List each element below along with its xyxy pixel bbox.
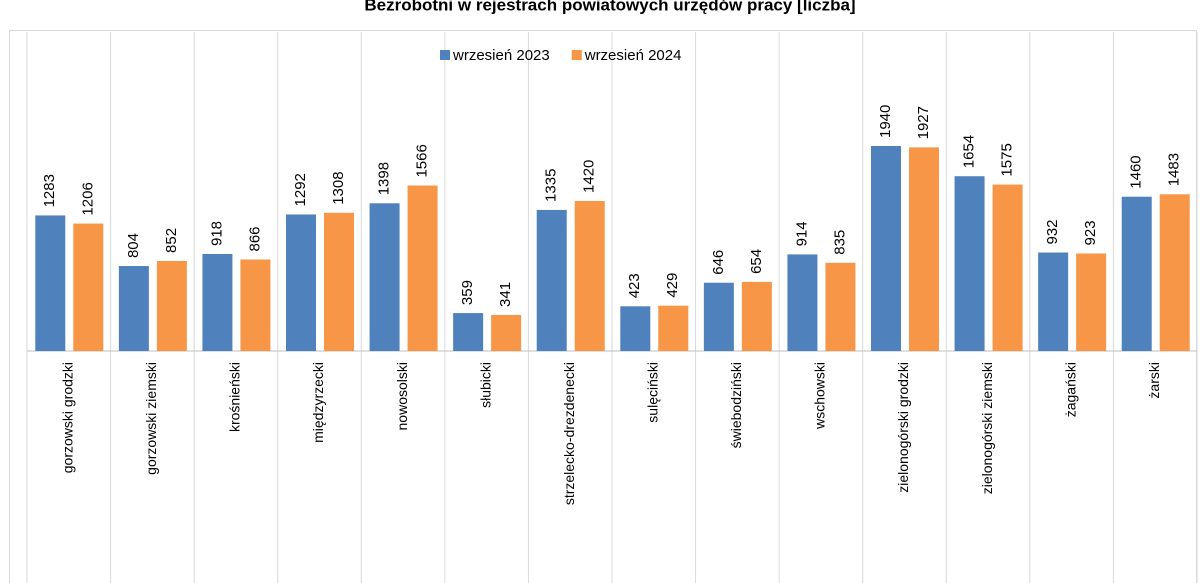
bar [324, 212, 354, 351]
x-tick-label: zielonogórski ziemski [979, 362, 995, 494]
data-label: 932 [1044, 219, 1061, 244]
data-label: 1460 [1128, 155, 1145, 188]
bar [1159, 194, 1190, 351]
bar [118, 266, 149, 351]
x-tick-label: żarski [1146, 362, 1162, 399]
x-tick-label: międzyrzecki [310, 362, 326, 443]
bar [909, 147, 939, 351]
x-tick-label: gorzowski grodzki [59, 362, 75, 473]
data-label: 1420 [581, 160, 598, 193]
x-tick-label: gorzowski ziemski [143, 362, 159, 475]
bar [35, 215, 66, 351]
data-label: 1292 [292, 173, 309, 206]
bar [369, 203, 400, 351]
data-label: 852 [163, 228, 180, 253]
chart-title: Bezrobotni w rejestrach powiatowych urzę… [364, 0, 855, 14]
bar [286, 214, 316, 351]
data-label: 1927 [915, 106, 932, 139]
data-label: 923 [1082, 220, 1099, 245]
x-tick-label: krośnieński [227, 362, 243, 432]
bar [73, 223, 104, 351]
x-tick-label: żagański [1062, 362, 1078, 417]
bar [825, 262, 856, 351]
x-tick-label: zielonogórski grodzki [895, 362, 911, 493]
data-label: 359 [459, 280, 476, 305]
bar [741, 281, 772, 351]
bar [407, 185, 438, 351]
x-tick-label: sulęciński [644, 362, 660, 423]
data-label: 1335 [543, 169, 560, 202]
bar [574, 200, 605, 351]
data-label: 1206 [79, 182, 96, 215]
bar [240, 259, 271, 351]
legend-swatch [440, 50, 450, 60]
data-label: 918 [208, 221, 225, 246]
x-tick-label: świebodziński [728, 362, 744, 448]
data-label: 423 [626, 273, 643, 298]
bar [871, 146, 901, 351]
legend-label: wrzesień 2024 [584, 47, 682, 64]
x-tick-label: strzelecko-drezdenecki [561, 362, 577, 505]
bar [536, 209, 567, 351]
data-label: 1575 [999, 143, 1016, 176]
bar [156, 260, 187, 351]
data-label: 341 [497, 282, 514, 307]
data-label: 914 [793, 221, 810, 246]
data-label: 1283 [41, 174, 58, 207]
bar [1038, 252, 1069, 351]
data-label: 1308 [330, 171, 347, 204]
data-label: 646 [710, 250, 727, 275]
data-label: 654 [748, 249, 765, 274]
bar [453, 313, 484, 351]
data-label: 1398 [376, 162, 393, 195]
data-label: 1483 [1166, 153, 1183, 186]
bar [620, 306, 651, 351]
bar [1076, 253, 1107, 351]
data-label: 835 [831, 230, 848, 255]
data-label: 1566 [414, 144, 431, 177]
bar [954, 176, 985, 351]
bar [491, 314, 522, 351]
bar [703, 282, 734, 351]
bar [202, 253, 233, 351]
x-tick-label: nowosolski [394, 362, 410, 430]
data-label: 429 [664, 273, 681, 298]
data-label: 1654 [961, 135, 978, 168]
bar [658, 305, 689, 351]
x-tick-label: słubicki [477, 362, 493, 408]
data-label: 866 [246, 226, 263, 251]
data-label: 1940 [877, 105, 894, 138]
data-label: 804 [125, 233, 142, 258]
bar [1121, 196, 1152, 351]
bar [787, 254, 818, 351]
x-tick-label: wschowski [812, 362, 828, 430]
legend-swatch [571, 50, 582, 60]
bar [992, 184, 1023, 351]
legend-label: wrzesień 2023 [452, 47, 550, 64]
